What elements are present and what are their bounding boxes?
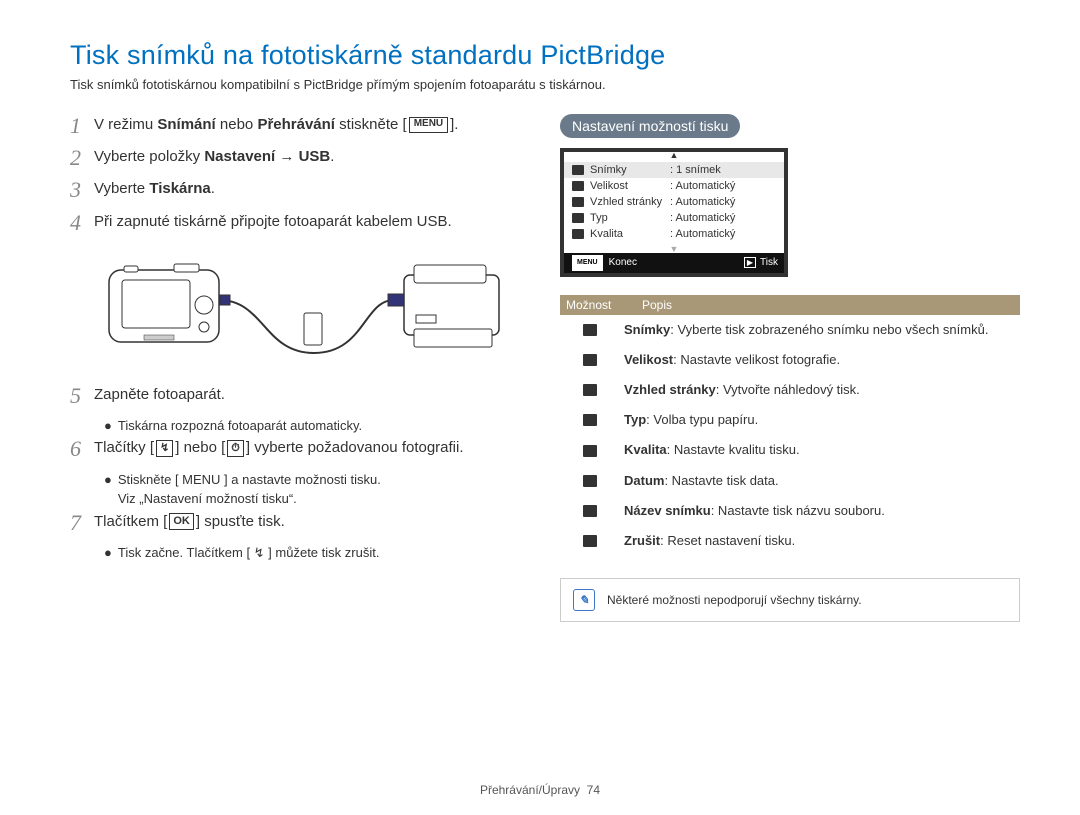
screen-row: Kvalita: Automatický [564, 226, 784, 242]
text: nebo [216, 116, 258, 133]
flash-icon: ↯ [156, 440, 173, 457]
text: V režimu [94, 116, 157, 133]
text: Stiskněte [ MENU ] a nastavte možnosti t… [118, 470, 381, 509]
step-6-sub: ●Stiskněte [ MENU ] a nastavte možnosti … [104, 470, 530, 509]
screen-row: Velikost: Automatický [564, 178, 784, 194]
menu-icon: MENU [572, 255, 603, 271]
step-number: 1 [70, 114, 94, 138]
step-3: 3 Vyberte Tiskárna. [70, 178, 530, 202]
step-number: 7 [70, 511, 94, 535]
menu-icon: MENU [409, 117, 448, 133]
step-6: 6 Tlačítky [↯] nebo [⏱] vyberte požadova… [70, 437, 530, 461]
col-header: Možnost [560, 295, 636, 315]
screen-row: Vzhled stránky: Automatický [564, 194, 784, 210]
section-header: Nastavení možností tisku [560, 114, 740, 138]
step-1: 1 V režimu Snímání nebo Přehrávání stisk… [70, 114, 530, 138]
text: → [275, 148, 298, 165]
option-row: Typ: Volba typu papíru. [560, 405, 1020, 435]
illustration [104, 255, 504, 365]
text: Tlačítkem [ [94, 513, 167, 530]
text: . [211, 180, 215, 197]
page-footer: Přehrávání/Úpravy 74 [0, 783, 1080, 797]
text: Tiskárna [149, 180, 210, 197]
step-7-sub: ●Tisk začne. Tlačítkem [ ↯ ] můžete tisk… [104, 543, 530, 563]
step-number: 6 [70, 437, 94, 461]
page-title: Tisk snímků na fototiskárně standardu Pi… [70, 40, 1020, 71]
text: Vyberte [94, 180, 149, 197]
text: ] vyberte požadovanou fotografii. [246, 439, 464, 456]
text: Snímání [157, 116, 215, 133]
step-2: 2 Vyberte položky Nastavení → USB. [70, 146, 530, 170]
text: Vyberte položky [94, 148, 204, 165]
step-5: 5 Zapněte fotoaparát. [70, 384, 530, 408]
text: Přehrávání [257, 116, 335, 133]
step-number: 2 [70, 146, 94, 170]
text: Nastavení [204, 148, 275, 165]
page-subtitle: Tisk snímků fototiskárnou kompatibilní s… [70, 77, 1020, 92]
lcd-screen: ▲ Snímky: 1 snímekVelikost: AutomatickýV… [560, 148, 788, 277]
left-column: 1 V režimu Snímání nebo Přehrávání stisk… [70, 114, 530, 622]
page-number: 74 [587, 783, 600, 797]
right-column: Nastavení možností tisku ▲ Snímky: 1 sní… [560, 114, 1020, 622]
play-icon: ▶ [744, 257, 756, 268]
text: Přehrávání/Úpravy [480, 783, 580, 797]
col-header: Popis [636, 295, 678, 315]
screen-row: Snímky: 1 snímek [564, 162, 784, 178]
step-7: 7 Tlačítkem [OK] spusťte tisk. [70, 511, 530, 535]
note-text: Některé možnosti nepodporují všechny tis… [607, 593, 862, 607]
text: ]. [450, 116, 458, 133]
option-row: Vzhled stránky: Vytvořte náhledový tisk. [560, 375, 1020, 405]
text: Tisk [760, 257, 778, 268]
step-number: 4 [70, 211, 94, 235]
step-number: 5 [70, 384, 94, 408]
text: USB [299, 148, 331, 165]
option-row: Kvalita: Nastavte kvalitu tisku. [560, 435, 1020, 465]
text: stiskněte [ [335, 116, 407, 133]
text: Tlačítky [ [94, 439, 154, 456]
screen-row: Typ: Automatický [564, 210, 784, 226]
note-box: ✎ Některé možnosti nepodporují všechny t… [560, 578, 1020, 622]
step-number: 3 [70, 178, 94, 202]
option-row: Zrušit: Reset nastavení tisku. [560, 526, 1020, 556]
page: Tisk snímků na fototiskárně standardu Pi… [0, 0, 1080, 815]
option-row: Snímky: Vyberte tisk zobrazeného snímku … [560, 315, 1020, 345]
text: ] nebo [ [175, 439, 225, 456]
note-icon: ✎ [573, 589, 595, 611]
text: Při zapnuté tiskárně připojte fotoaparát… [94, 211, 452, 234]
ok-icon: OK [169, 513, 194, 530]
option-row: Velikost: Nastavte velikost fotografie. [560, 345, 1020, 375]
text: Konec [609, 257, 637, 268]
timer-icon: ⏱ [227, 440, 244, 457]
text: Tiskárna rozpozná fotoaparát automaticky… [118, 416, 362, 436]
text: Tisk začne. Tlačítkem [ ↯ ] můžete tisk … [118, 543, 380, 563]
options-header: Možnost Popis [560, 295, 1020, 315]
option-row: Název snímku: Nastavte tisk názvu soubor… [560, 496, 1020, 526]
step-5-sub: ●Tiskárna rozpozná fotoaparát automatick… [104, 416, 530, 436]
text: . [330, 148, 334, 165]
text: Zapněte fotoaparát. [94, 384, 225, 407]
step-4: 4 Při zapnuté tiskárně připojte fotoapar… [70, 211, 530, 235]
option-row: Datum: Nastavte tisk data. [560, 466, 1020, 496]
text: ] spusťte tisk. [196, 513, 285, 530]
